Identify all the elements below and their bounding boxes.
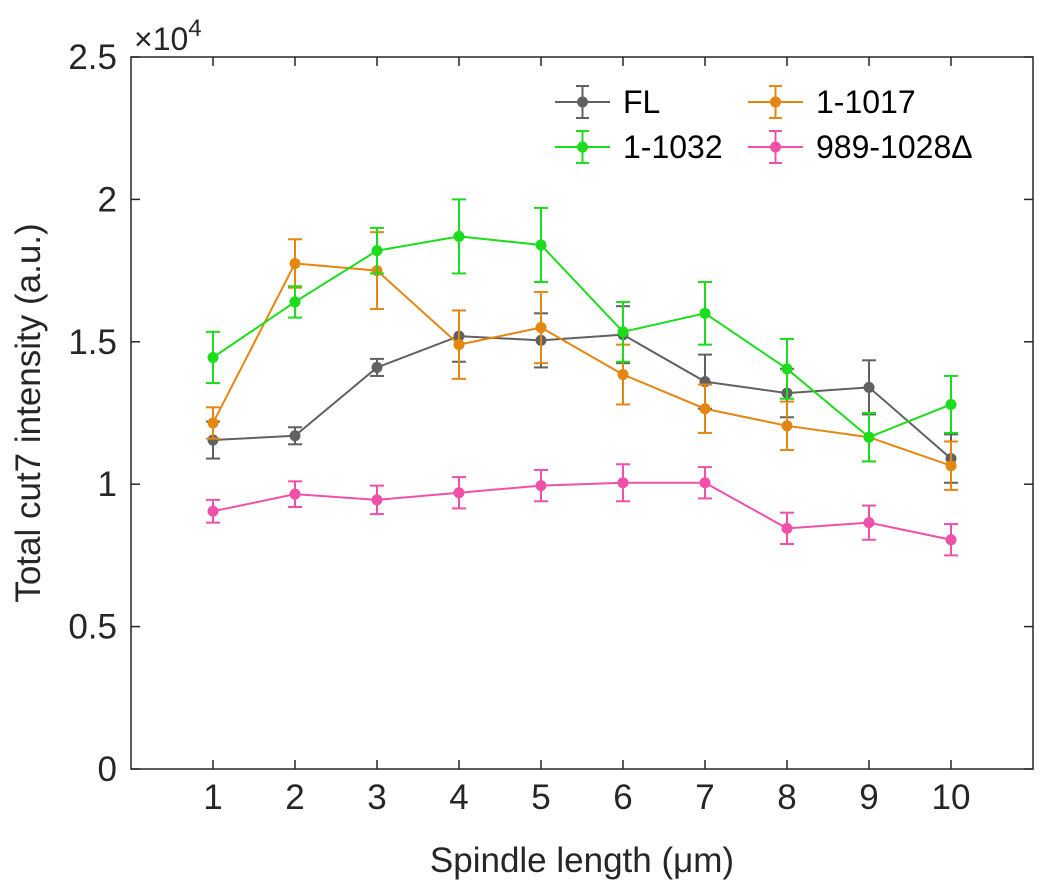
data-point xyxy=(617,326,629,338)
data-point xyxy=(535,480,547,492)
data-point xyxy=(453,339,465,351)
data-point xyxy=(617,477,629,489)
data-point xyxy=(207,417,219,429)
y-scale-exponent: 4 xyxy=(188,15,201,42)
x-tick-label: 6 xyxy=(613,778,632,817)
data-point xyxy=(863,517,875,529)
data-point xyxy=(945,534,957,546)
y-scale-multiplier: ×104 xyxy=(134,15,202,57)
data-point xyxy=(289,257,301,269)
legend-swatch-marker xyxy=(577,141,588,153)
data-point xyxy=(207,434,219,446)
x-tick-label: 8 xyxy=(777,778,796,817)
data-point xyxy=(289,488,301,500)
series-line xyxy=(212,235,952,439)
x-tick-label: 1 xyxy=(203,778,222,817)
legend-label: 1-1017 xyxy=(816,84,916,120)
data-point xyxy=(863,431,875,443)
legend-item: 1-1032 xyxy=(555,129,723,165)
data-point xyxy=(863,381,875,393)
x-tick-label: 5 xyxy=(531,778,550,817)
y-scale-prefix: ×10 xyxy=(134,21,188,57)
series-group xyxy=(206,198,958,463)
legend-item: FL xyxy=(555,84,660,120)
y-tick-label: 2 xyxy=(98,180,117,219)
y-tick-label: 1 xyxy=(98,465,117,504)
data-point xyxy=(535,239,547,251)
data-point xyxy=(945,460,957,472)
data-point xyxy=(371,245,383,257)
x-tick-label: 10 xyxy=(932,778,971,817)
data-point xyxy=(945,398,957,410)
data-point xyxy=(371,361,383,373)
axis-layer: 1 2 3 4 5 6 7 8 9 10 0 0.5 1 1.5 2 2.5 xyxy=(68,38,1033,817)
series-line xyxy=(212,481,952,541)
data-point xyxy=(781,420,793,432)
series-layer xyxy=(206,198,958,557)
legend-label: FL xyxy=(623,84,660,120)
data-point xyxy=(371,494,383,506)
data-point xyxy=(699,403,711,415)
legend-item: 1-1017 xyxy=(748,84,916,120)
data-point xyxy=(617,369,629,381)
data-point xyxy=(207,351,219,363)
series-line xyxy=(212,333,952,460)
x-tick-label: 4 xyxy=(449,778,468,817)
x-tick-label: 2 xyxy=(285,778,304,817)
x-tick-label: 7 xyxy=(695,778,714,817)
series-line xyxy=(212,262,952,467)
plot-area xyxy=(130,56,1034,770)
data-point xyxy=(535,322,547,334)
y-axis-label: Total cut7 intensity (a.u.) xyxy=(9,223,48,602)
data-point xyxy=(781,363,793,375)
legend-label: 1-1032 xyxy=(623,129,723,165)
y-tick-label: 1.5 xyxy=(68,323,117,362)
legend-label: 989-1028Δ xyxy=(816,129,973,165)
legend-swatch-marker xyxy=(770,96,781,108)
data-point xyxy=(453,487,465,499)
x-axis-label: Spindle length (μm) xyxy=(430,841,734,880)
data-point xyxy=(453,230,465,242)
series-group xyxy=(206,463,958,557)
x-tick-label: 3 xyxy=(367,778,386,817)
data-point xyxy=(781,522,793,534)
data-point xyxy=(289,430,301,442)
y-tick-label: 0.5 xyxy=(68,608,117,647)
x-tick-label: 9 xyxy=(859,778,878,817)
data-point xyxy=(207,505,219,517)
data-point xyxy=(699,307,711,319)
legend-swatch-marker xyxy=(577,96,588,108)
y-tick-label: 2.5 xyxy=(68,38,117,77)
legend-item: 989-1028Δ xyxy=(748,129,973,165)
legend-swatch-marker xyxy=(770,141,781,153)
y-tick-label: 0 xyxy=(98,750,117,789)
legend: FL 1-1017 1-1032 989-1028Δ xyxy=(555,84,973,165)
data-point xyxy=(699,477,711,489)
data-point xyxy=(289,296,301,308)
